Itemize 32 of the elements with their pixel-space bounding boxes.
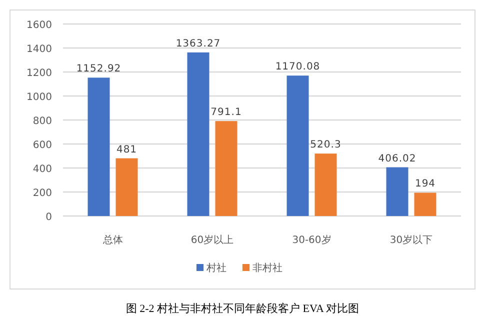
y-tick-label: 1400 (26, 44, 52, 55)
y-tick-label: 0 (46, 212, 52, 223)
bar (414, 192, 436, 216)
x-tick-label: 30-60岁 (292, 234, 332, 246)
x-tick-label: 60岁以上 (190, 234, 234, 246)
y-tick-label: 1200 (26, 68, 52, 79)
bar (286, 76, 309, 216)
data-label: 194 (414, 178, 436, 190)
legend-label: 村社 (206, 262, 226, 274)
bar (215, 121, 238, 216)
bar (314, 154, 337, 216)
y-tick-label: 1600 (26, 20, 52, 31)
y-tick-label: 1000 (26, 92, 52, 103)
data-label: 1363.27 (176, 38, 221, 50)
bar (88, 78, 110, 216)
bar (187, 52, 210, 216)
data-label: 481 (116, 144, 138, 156)
text: 图 2-2 村社与非村社不同年龄段客户 EVA 对比图 (126, 302, 360, 315)
y-tick-label: 200 (32, 188, 52, 199)
y-tick-label: 400 (32, 164, 52, 175)
data-label: 1152.92 (76, 64, 122, 75)
data-label: 520.3 (310, 140, 342, 151)
x-tick-label: 总体 (102, 234, 123, 246)
data-label: 406.02 (378, 153, 416, 164)
y-tick-label: 600 (32, 140, 52, 151)
x-tick-label: 30岁以下 (390, 234, 433, 246)
bar (116, 158, 138, 216)
legend-label: 非村社 (252, 262, 282, 274)
bar (386, 167, 408, 216)
data-label: 791.1 (210, 107, 242, 118)
y-tick-label: 800 (32, 116, 52, 127)
data-label: 1170.08 (275, 62, 320, 73)
